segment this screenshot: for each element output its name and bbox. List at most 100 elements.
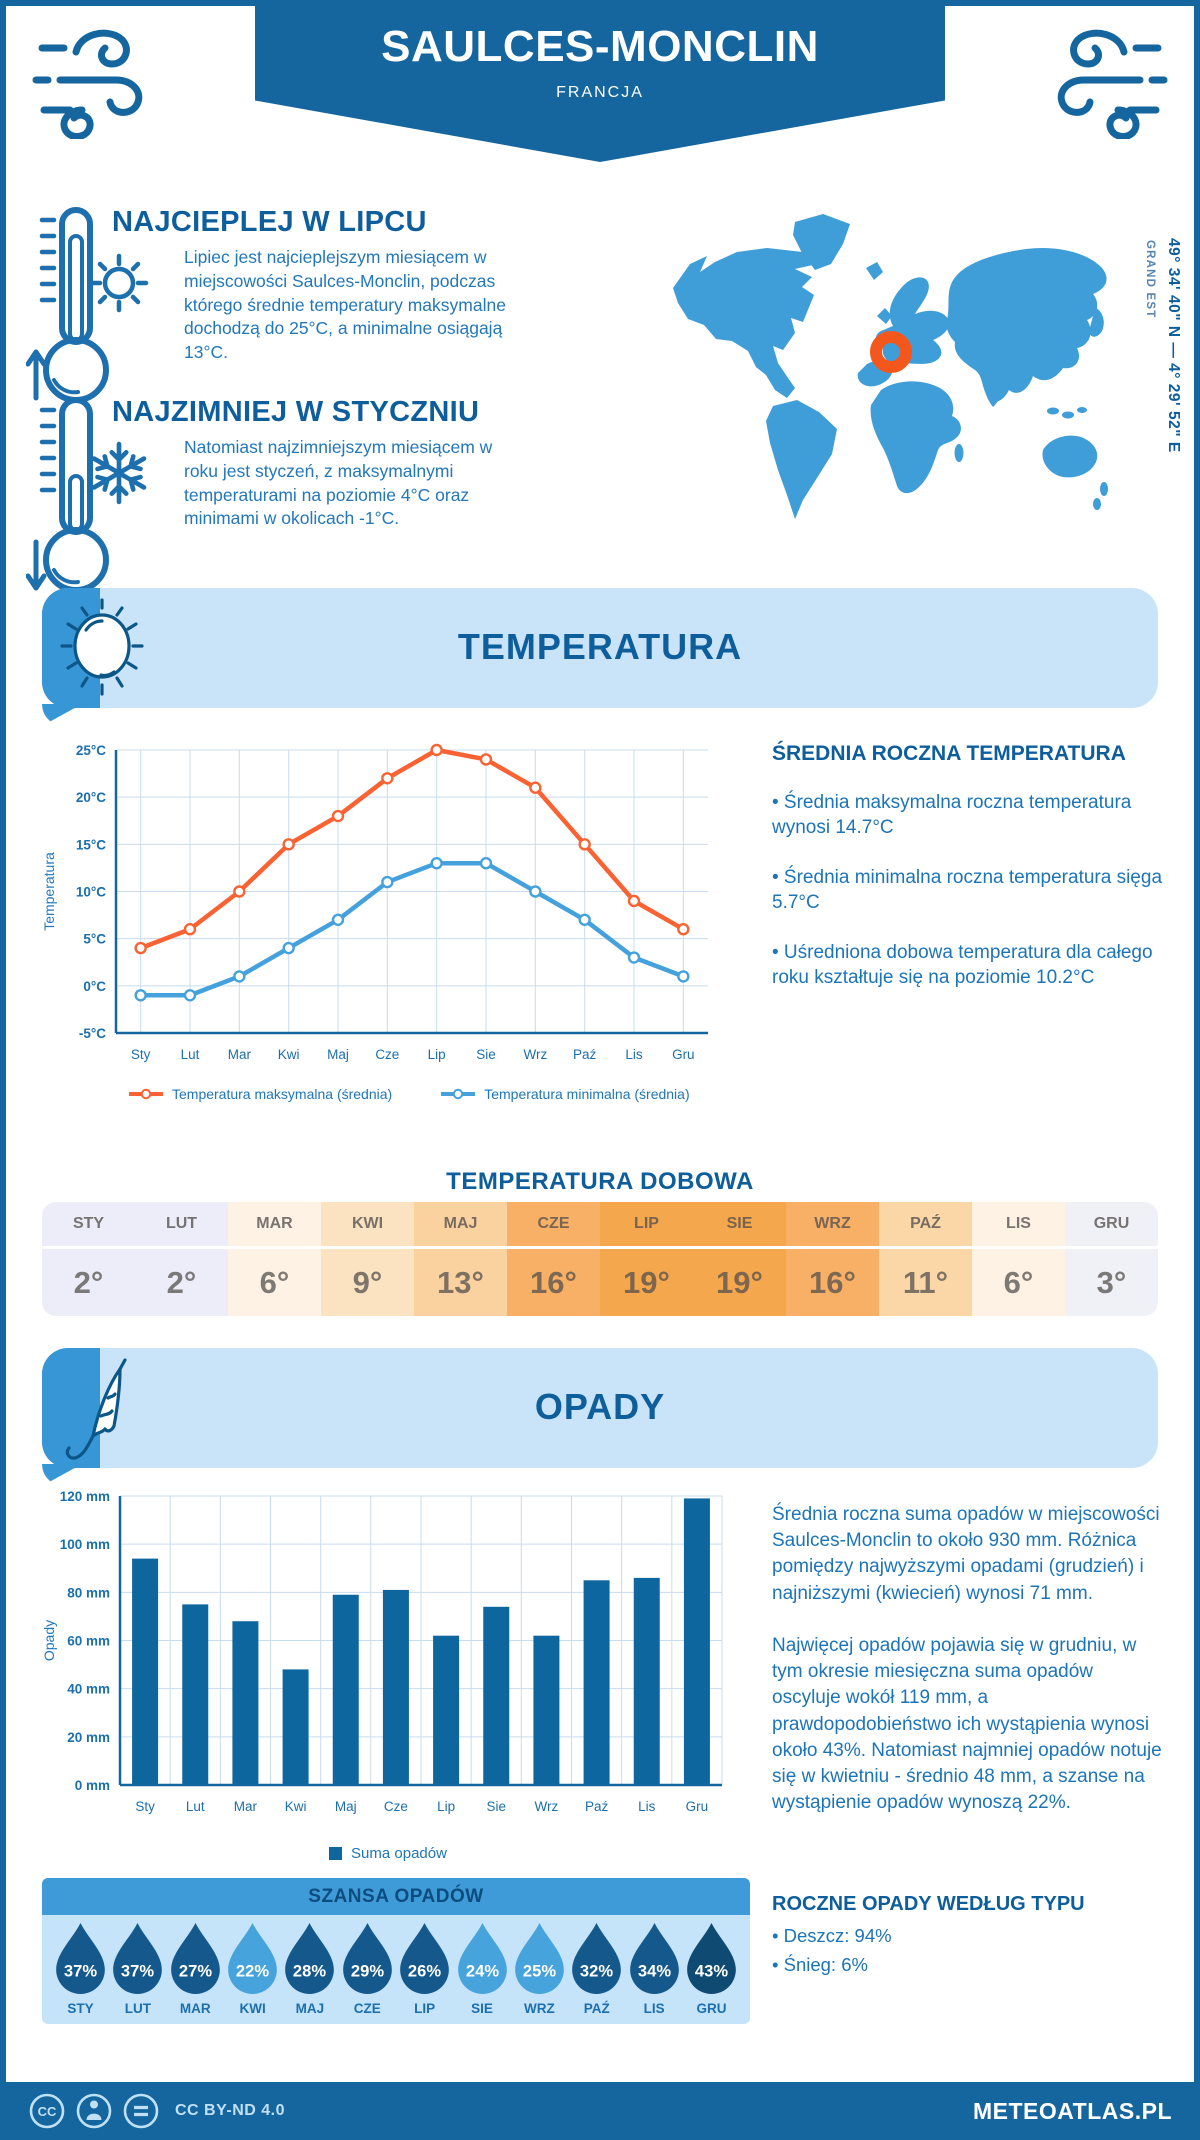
svg-text:Kwi: Kwi: [285, 1799, 307, 1814]
daily-temp-column-MAR: MAR 6°: [228, 1202, 321, 1316]
droplet-month-label: MAR: [179, 2001, 211, 2016]
location-marker: [870, 331, 912, 373]
bar-Sty: [132, 1558, 159, 1785]
daily-temp-month: SIE: [693, 1202, 786, 1249]
legend-swatch: [329, 1847, 343, 1860]
svg-text:-5°C: -5°C: [79, 1026, 106, 1041]
precip-chance-droplets: 37% STY 37% LUT 27% MAR 22% KWI 28% MAJ 29% CZE 26% L…: [42, 1915, 750, 2024]
legend-label: Suma opadów: [351, 1845, 447, 1862]
bar-Cze: [382, 1589, 409, 1785]
svg-text:Lis: Lis: [625, 1047, 643, 1062]
droplet-icon: 32%: [572, 1922, 622, 1995]
droplet-month-label: LIS: [643, 2001, 665, 2016]
annual-temp-bullet: • Średnia maksymalna roczna temperatura …: [772, 792, 1132, 839]
daily-temp-column-STY: STY 2°: [42, 1202, 135, 1316]
precipitation-chart-legend: Suma opadów: [38, 1845, 738, 1862]
svg-text:25%: 25%: [523, 1962, 556, 1981]
droplet-month-label: SIE: [471, 2001, 493, 2016]
droplet-month-label: PAŹ: [583, 2001, 610, 2016]
svg-text:37%: 37%: [64, 1962, 97, 1981]
svg-text:37%: 37%: [121, 1962, 154, 1981]
svg-text:Sty: Sty: [135, 1799, 155, 1814]
droplet-month-label: WRZ: [524, 2001, 555, 2016]
droplet-month-label: KWI: [239, 2001, 266, 2016]
svg-text:Temperatura: Temperatura: [41, 852, 57, 931]
svg-text:Opady: Opady: [41, 1620, 57, 1661]
precip-chance-title: SZANSA OPADÓW: [42, 1878, 750, 1915]
svg-text:29%: 29%: [351, 1962, 384, 1981]
warmest-heading: NAJCIEPLEJ W LIPCU: [112, 206, 427, 238]
svg-text:40 mm: 40 mm: [67, 1682, 110, 1697]
daily-temp-month: LUT: [135, 1202, 228, 1249]
page-border-left: [0, 0, 6, 2140]
droplet-icon: 24%: [457, 1922, 507, 1995]
daily-temp-month: MAR: [228, 1202, 321, 1249]
precipitation-text-panel: Średnia roczna suma opadów w miejscowośc…: [772, 1502, 1164, 1842]
chance-droplet-CZE: 29% CZE: [341, 1921, 394, 2024]
daily-temp-month: KWI: [321, 1202, 414, 1249]
svg-text:Cze: Cze: [375, 1047, 399, 1062]
page-title: SAULCES-MONCLIN: [381, 22, 819, 71]
precipitation-paragraph: Najwięcej opadów pojawia się w grudniu, …: [772, 1634, 1162, 1814]
precipitation-paragraph: Średnia roczna suma opadów w miejscowośc…: [772, 1504, 1160, 1604]
daily-temp-column-LIP: LIP 19°: [600, 1202, 693, 1316]
chance-droplet-GRU: 43% GRU: [685, 1921, 738, 2024]
annual-temperature-heading: ŚREDNIA ROCZNA TEMPERATURA: [772, 742, 1126, 765]
chance-droplet-MAJ: 28% MAJ: [283, 1921, 336, 2024]
site-label: METEOATLAS.PL: [972, 2097, 1172, 2124]
svg-text:28%: 28%: [293, 1962, 326, 1981]
svg-text:100 mm: 100 mm: [60, 1537, 110, 1552]
precipitation-banner: OPADY: [42, 1348, 1158, 1468]
annual-temp-bullet: • Średnia minimalna roczna temperatura s…: [772, 866, 1163, 914]
daily-temperature-table: STY 2° LUT 2° MAR 6° KWI 9° MAJ 13° CZE 16° LIP 19° SI…: [42, 1202, 1158, 1316]
bar-Paź: [583, 1580, 610, 1785]
legend-item: Temperatura maksymalna (średnia): [128, 1086, 392, 1102]
daily-temp-month: LIP: [600, 1202, 693, 1249]
chance-droplet-STY: 37% STY: [54, 1921, 107, 2024]
svg-text:120 mm: 120 mm: [60, 1489, 110, 1504]
precip-type-rain: • Deszcz: 94%: [772, 1925, 892, 1946]
svg-text:Mar: Mar: [234, 1799, 258, 1814]
droplet-icon: 28%: [285, 1922, 335, 1995]
chance-droplet-LUT: 37% LUT: [111, 1921, 164, 2024]
droplet-month-label: LUT: [124, 2001, 151, 2016]
daily-temp-column-PAŹ: PAŹ 11°: [879, 1202, 972, 1316]
precip-type-snow: • Śnieg: 6%: [772, 1953, 868, 1975]
chance-droplet-SIE: 24% SIE: [456, 1921, 509, 2024]
svg-text:0 mm: 0 mm: [75, 1778, 110, 1793]
svg-text:5°C: 5°C: [83, 932, 106, 947]
region-label: GRAND EST: [1144, 240, 1156, 319]
header-ribbon: SAULCES-MONCLIN FRANCJA: [255, 0, 945, 162]
snowflake-icon: [91, 441, 147, 505]
daily-temp-value: 3°: [1096, 1264, 1127, 1300]
daily-temp-value: 19°: [623, 1264, 670, 1300]
chance-droplet-LIP: 26% LIP: [398, 1921, 451, 2024]
sun-icon: [89, 253, 149, 313]
svg-text:Wrz: Wrz: [523, 1047, 547, 1062]
daily-temp-column-CZE: CZE 16°: [507, 1202, 600, 1316]
bar-Mar: [232, 1621, 259, 1785]
license-label: CC BY-ND 4.0: [175, 2102, 286, 2119]
daily-temp-column-MAJ: MAJ 13°: [414, 1202, 507, 1316]
bar-Wrz: [533, 1635, 560, 1785]
droplet-icon: 37%: [113, 1922, 163, 1995]
daily-temp-value: 6°: [1003, 1264, 1034, 1300]
temperature-chart-legend: Temperatura maksymalna (średnia) Temperat…: [128, 1086, 690, 1102]
daily-temp-value: 13°: [437, 1264, 484, 1300]
droplet-icon: 29%: [342, 1922, 392, 1995]
daily-temp-value: 19°: [716, 1264, 763, 1300]
droplet-month-label: CZE: [353, 2001, 381, 2016]
droplet-icon: 27%: [170, 1922, 220, 1995]
page-border-right: [1194, 0, 1200, 2140]
droplet-month-label: MAJ: [295, 2001, 325, 2016]
coldest-heading: NAJZIMNIEJ W STYCZNIU: [112, 396, 480, 428]
svg-text:Cze: Cze: [384, 1799, 408, 1814]
bar-Lut: [182, 1604, 209, 1785]
chance-droplet-KWI: 22% KWI: [226, 1921, 279, 2024]
daily-temp-month: LIS: [972, 1202, 1065, 1249]
daily-temp-value: 16°: [530, 1264, 577, 1300]
daily-temp-column-LIS: LIS 6°: [972, 1202, 1065, 1316]
daily-temp-month: GRU: [1065, 1202, 1158, 1249]
svg-text:22%: 22%: [236, 1962, 269, 1981]
svg-text:Gru: Gru: [686, 1799, 709, 1814]
